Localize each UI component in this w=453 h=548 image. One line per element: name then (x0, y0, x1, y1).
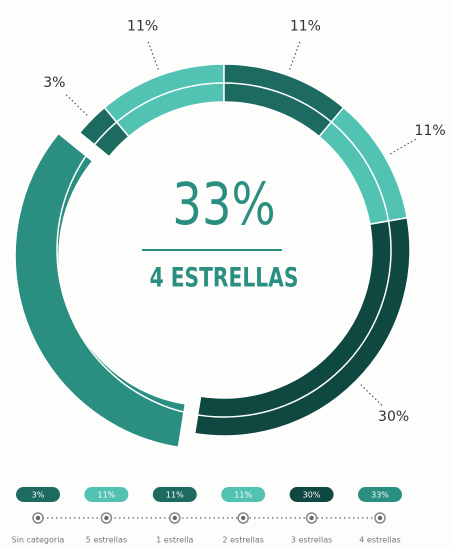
legend-value: 3% (32, 491, 45, 500)
legend-dot (36, 516, 40, 520)
legend-label: 2 estrellas (222, 536, 263, 545)
legend-value: 30% (303, 491, 321, 500)
data-label: 11% (127, 18, 158, 34)
legend-value: 11% (166, 491, 184, 500)
legend-dot (173, 516, 177, 520)
legend-dot (241, 516, 245, 520)
legend-label: 1 estrella (156, 536, 193, 545)
legend-value: 11% (234, 491, 252, 500)
data-label: 30% (378, 409, 409, 425)
legend-label: 5 estrellas (86, 536, 127, 545)
legend-label: 4 estrellas (359, 536, 400, 545)
center-label: 4 ESTRELLAS (150, 261, 299, 293)
legend-dot (378, 516, 382, 520)
legend-label: 3 estrellas (291, 536, 332, 545)
data-label: 3% (43, 75, 65, 91)
data-label: 11% (415, 123, 446, 139)
legend-value: 33% (371, 491, 389, 500)
legend-value: 11% (98, 491, 116, 500)
legend-label: Sin categoria (12, 536, 65, 545)
chart: 3% 11% 11% 11% 30% 33% 4 ESTRELLAS 3% Sin catego… (0, 0, 453, 548)
legend-dot (309, 516, 313, 520)
center-value: 33% (172, 171, 275, 238)
legend-dot (104, 516, 108, 520)
data-label: 11% (290, 18, 321, 34)
